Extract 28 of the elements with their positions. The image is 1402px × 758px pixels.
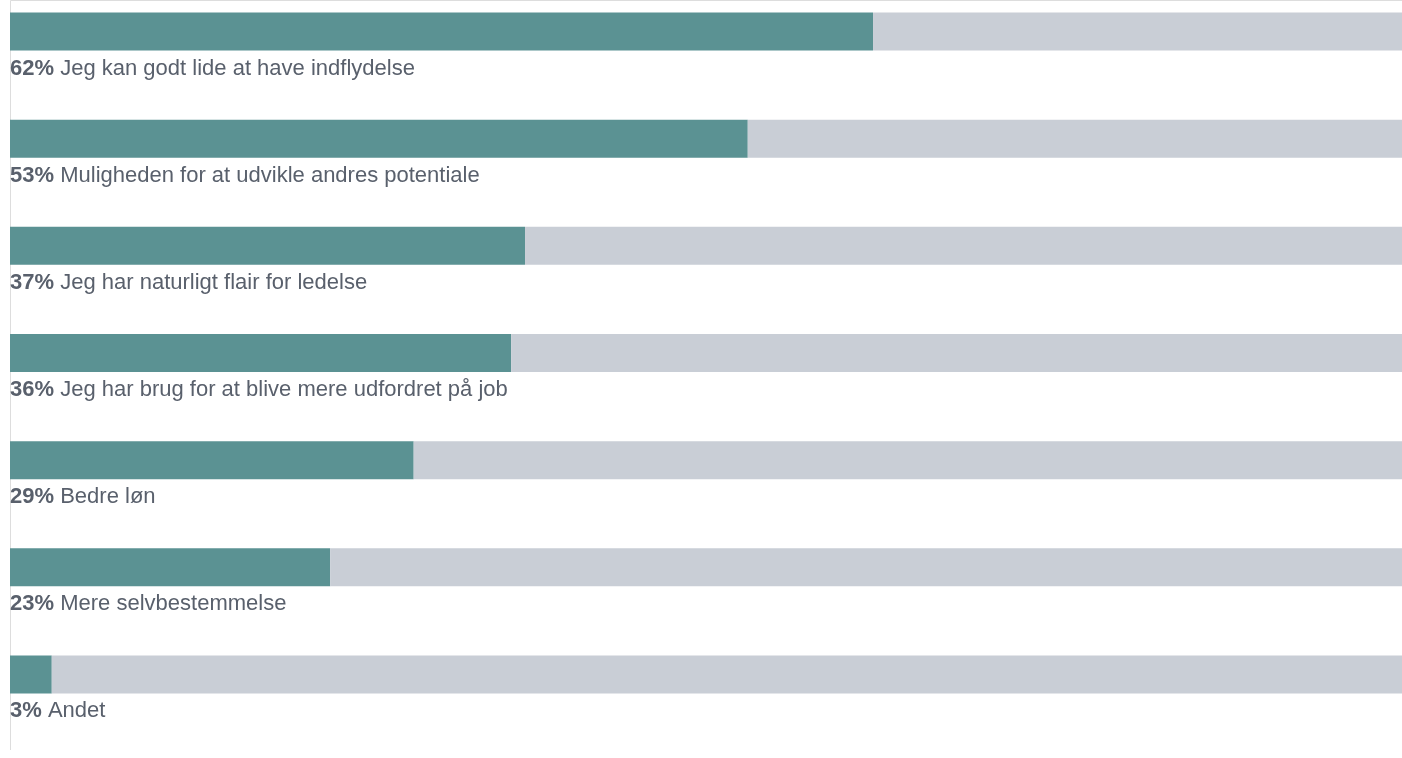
bar bbox=[511, 334, 1402, 372]
bar bbox=[873, 12, 1402, 51]
y-tick-label: Andet bbox=[47, 697, 106, 723]
data-label: 29% bbox=[10, 483, 55, 509]
y-tick-label: Mere selvbestemmelse bbox=[60, 590, 287, 616]
bar bbox=[10, 548, 331, 587]
bar bbox=[51, 655, 1402, 694]
bar bbox=[747, 119, 1402, 158]
data-label: 37% bbox=[10, 268, 55, 294]
y-tick-label: Jeg kan godt lide at have indflydelse bbox=[60, 54, 415, 80]
bar bbox=[10, 12, 874, 51]
y-tick-label: Jeg har brug for at blive mere udfordret på job bbox=[60, 376, 508, 401]
bar bbox=[10, 334, 512, 372]
data-label: 23% bbox=[10, 590, 55, 616]
data-label: 3% bbox=[10, 697, 42, 723]
bar bbox=[525, 226, 1402, 265]
data-label: 62% bbox=[10, 54, 55, 80]
bar bbox=[10, 441, 414, 480]
data-label: 36% bbox=[10, 376, 55, 401]
bar bbox=[10, 119, 748, 158]
bar bbox=[10, 226, 526, 265]
y-tick-label: Bedre løn bbox=[60, 483, 156, 509]
bar bbox=[330, 548, 1402, 587]
y-tick-label: Muligheden for at udvikle andres potentiale bbox=[60, 161, 480, 187]
bar bbox=[10, 655, 52, 694]
bar bbox=[413, 441, 1402, 480]
data-label: 53% bbox=[10, 161, 55, 187]
y-tick-label: Jeg har naturligt flair for ledelse bbox=[60, 268, 368, 294]
